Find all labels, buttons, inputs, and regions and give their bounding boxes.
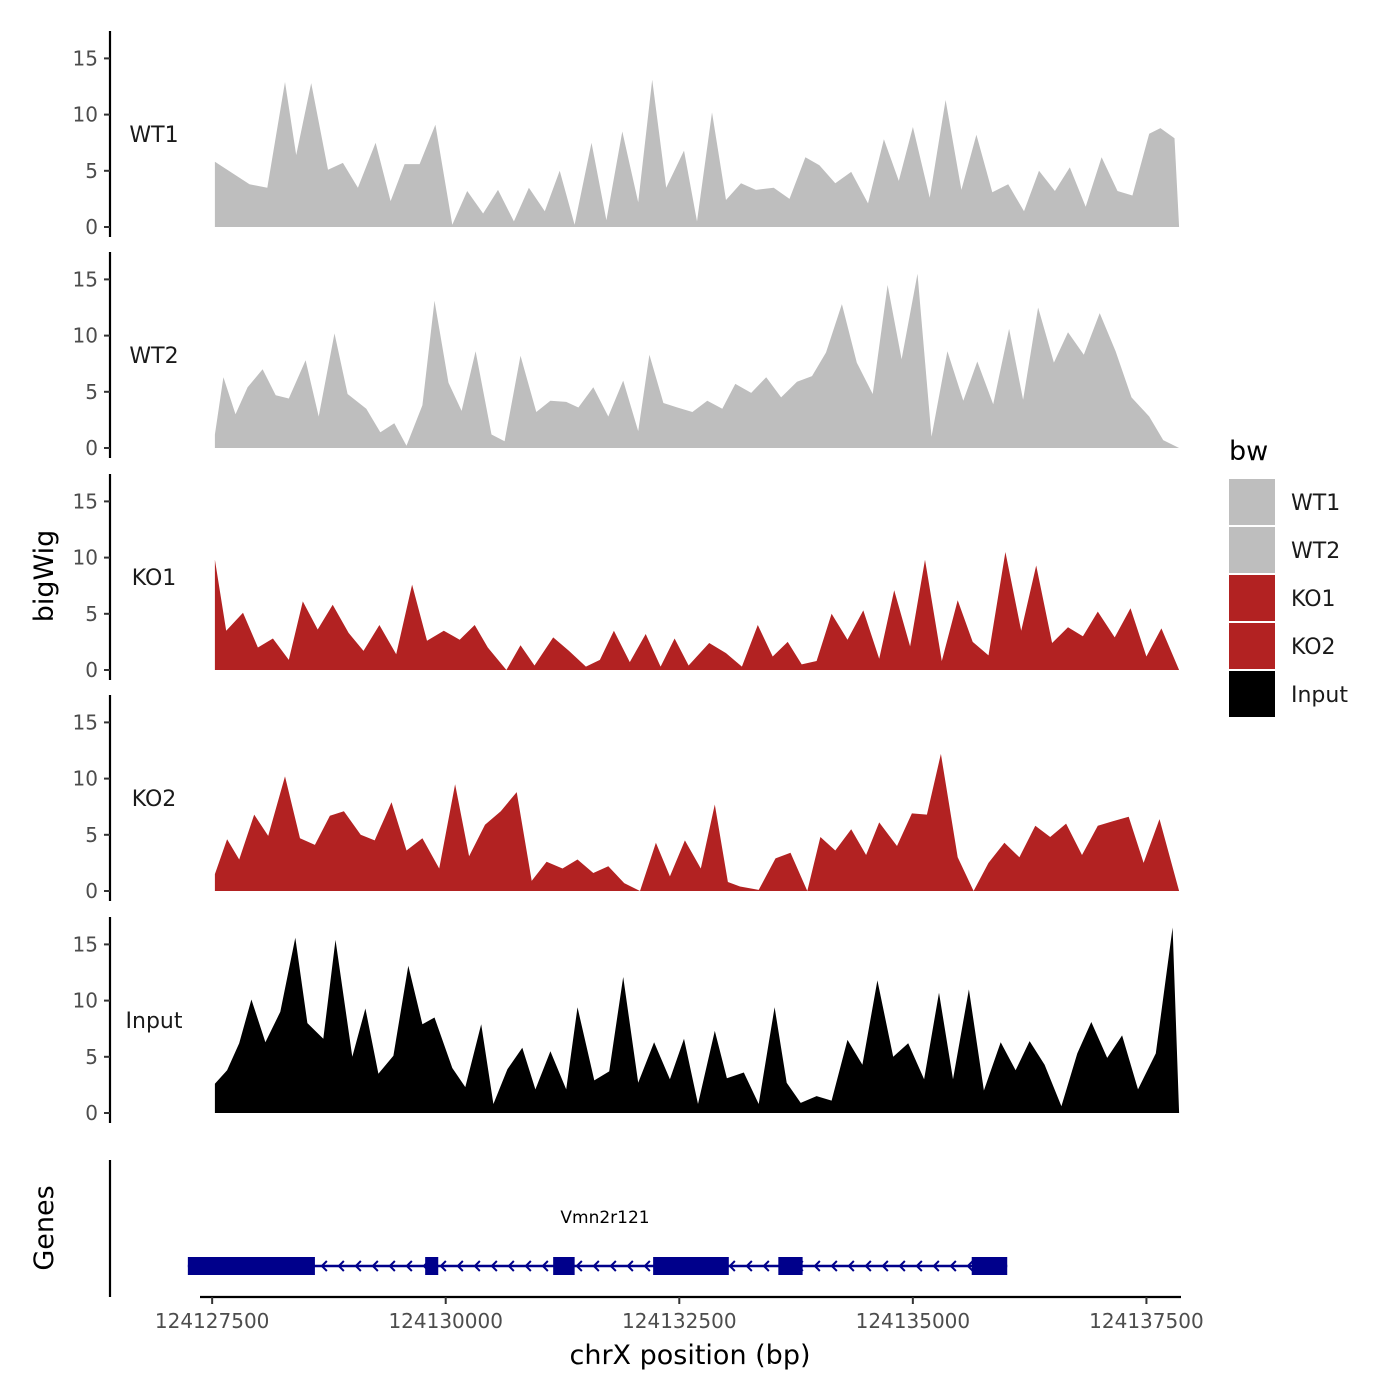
legend-key-wt2 <box>1229 527 1275 573</box>
y-tick-label: 0 <box>85 658 98 682</box>
y-tick-label: 10 <box>73 324 98 348</box>
legend-label-ko1: KO1 <box>1291 587 1336 612</box>
gene-exon <box>653 1257 729 1275</box>
x-tick-label: 124130000 <box>388 1309 503 1333</box>
strand-arrow <box>354 1260 362 1272</box>
strand-arrow <box>898 1260 906 1272</box>
y-tick-label: 15 <box>73 932 98 956</box>
gene-exon <box>971 1257 1008 1275</box>
area-input <box>214 927 1180 1113</box>
y-tick-label: 0 <box>85 215 98 239</box>
track-wt2: 0 5 10 15 WT2 <box>73 252 1180 460</box>
strand-arrow <box>490 1260 498 1272</box>
strand-arrow <box>405 1260 413 1272</box>
area-ko2 <box>214 753 1180 891</box>
track-wt1: 0 5 10 15 WT1 <box>73 31 1180 239</box>
y-tick-label: 0 <box>85 436 98 460</box>
y-tick-label: 5 <box>85 602 98 626</box>
strand-arrow <box>881 1260 889 1272</box>
track-label-wt1: WT1 <box>129 123 178 148</box>
strand-arrow <box>456 1260 464 1272</box>
strand-arrow <box>830 1260 838 1272</box>
gene-exon <box>187 1257 315 1275</box>
track-input: 0 5 10 15 Input <box>73 917 1180 1125</box>
legend-label-input: Input <box>1291 683 1348 708</box>
strand-arrow <box>337 1260 345 1272</box>
y-tick-label: 0 <box>85 1101 98 1125</box>
y-tick-label: 5 <box>85 380 98 404</box>
gene-exon <box>425 1257 439 1275</box>
y-axis-title: bigWig <box>29 530 60 623</box>
strand-arrow <box>320 1260 328 1272</box>
strand-arrow <box>592 1260 600 1272</box>
area-wt1 <box>214 79 1180 227</box>
x-axis: 124127500 124130000 124132500 124135000 1241… <box>155 1295 1204 1333</box>
strand-arrow <box>609 1260 617 1272</box>
track-label-ko1: KO1 <box>132 566 177 591</box>
strand-arrow <box>524 1260 532 1272</box>
y-tick-label: 5 <box>85 159 98 183</box>
gene-exon <box>553 1257 575 1275</box>
gene-label: Vmn2r121 <box>560 1208 649 1228</box>
strand-arrow <box>949 1260 957 1272</box>
strand-arrow <box>762 1260 770 1272</box>
y-tick-label: 5 <box>85 823 98 847</box>
genes-axis-title: Genes <box>29 1185 60 1270</box>
x-axis-title: chrX position (bp) <box>569 1340 810 1371</box>
y-tick-label: 10 <box>73 546 98 570</box>
track-ko2: 0 5 10 15 KO2 <box>73 695 1180 903</box>
gene-panel: Vmn2r121 <box>108 1160 1008 1297</box>
legend-key-ko1 <box>1229 575 1275 621</box>
strand-arrow <box>439 1260 447 1272</box>
strand-arrow <box>643 1260 651 1272</box>
strand-arrow <box>813 1260 821 1272</box>
legend-label-wt2: WT2 <box>1291 539 1340 564</box>
strand-arrow <box>388 1260 396 1272</box>
x-tick-label: 124132500 <box>622 1309 737 1333</box>
legend-key-input <box>1229 671 1275 717</box>
x-tick-label: 124137500 <box>1089 1309 1204 1333</box>
legend-key-wt1 <box>1229 479 1275 525</box>
legend-title: bw <box>1229 436 1268 467</box>
track-label-wt2: WT2 <box>129 344 178 369</box>
strand-arrow <box>745 1260 753 1272</box>
strand-arrow <box>371 1260 379 1272</box>
strand-arrow <box>915 1260 923 1272</box>
gene-exon <box>778 1257 803 1275</box>
y-tick-label: 0 <box>85 879 98 903</box>
strand-arrow <box>473 1260 481 1272</box>
strand-arrow <box>847 1260 855 1272</box>
y-tick-label: 10 <box>73 767 98 791</box>
gene-vmn2r121: Vmn2r121 <box>187 1208 1008 1275</box>
x-tick-label: 124135000 <box>856 1309 971 1333</box>
legend: bw WT1 WT2 KO1 KO2 Input <box>1229 436 1348 717</box>
y-tick-label: 15 <box>73 489 98 513</box>
y-tick-label: 15 <box>73 46 98 70</box>
strand-arrow <box>626 1260 634 1272</box>
legend-label-wt1: WT1 <box>1291 491 1340 516</box>
strand-arrow <box>507 1260 515 1272</box>
track-label-ko2: KO2 <box>132 787 177 812</box>
legend-key-ko2 <box>1229 623 1275 669</box>
x-tick-label: 124127500 <box>155 1309 270 1333</box>
track-panels: 0 5 10 15 WT1 0 5 10 15 WT2 0 5 10 15 KO1 0 5 10 15 KO2 0 5 10… <box>73 31 1180 1125</box>
legend-label-ko2: KO2 <box>1291 635 1336 660</box>
y-tick-label: 10 <box>73 103 98 127</box>
track-ko1: 0 5 10 15 KO1 <box>73 474 1180 682</box>
strand-arrow <box>575 1260 583 1272</box>
strand-arrow <box>966 1260 974 1272</box>
strand-arrow <box>932 1260 940 1272</box>
y-tick-label: 15 <box>73 267 98 291</box>
y-tick-label: 15 <box>73 710 98 734</box>
area-wt2 <box>214 273 1180 448</box>
strand-arrow <box>541 1260 549 1272</box>
y-tick-label: 10 <box>73 989 98 1013</box>
area-ko1 <box>214 552 1180 670</box>
track-label-input: Input <box>126 1009 183 1034</box>
strand-arrow <box>864 1260 872 1272</box>
y-tick-label: 5 <box>85 1045 98 1069</box>
strand-arrow <box>728 1260 736 1272</box>
